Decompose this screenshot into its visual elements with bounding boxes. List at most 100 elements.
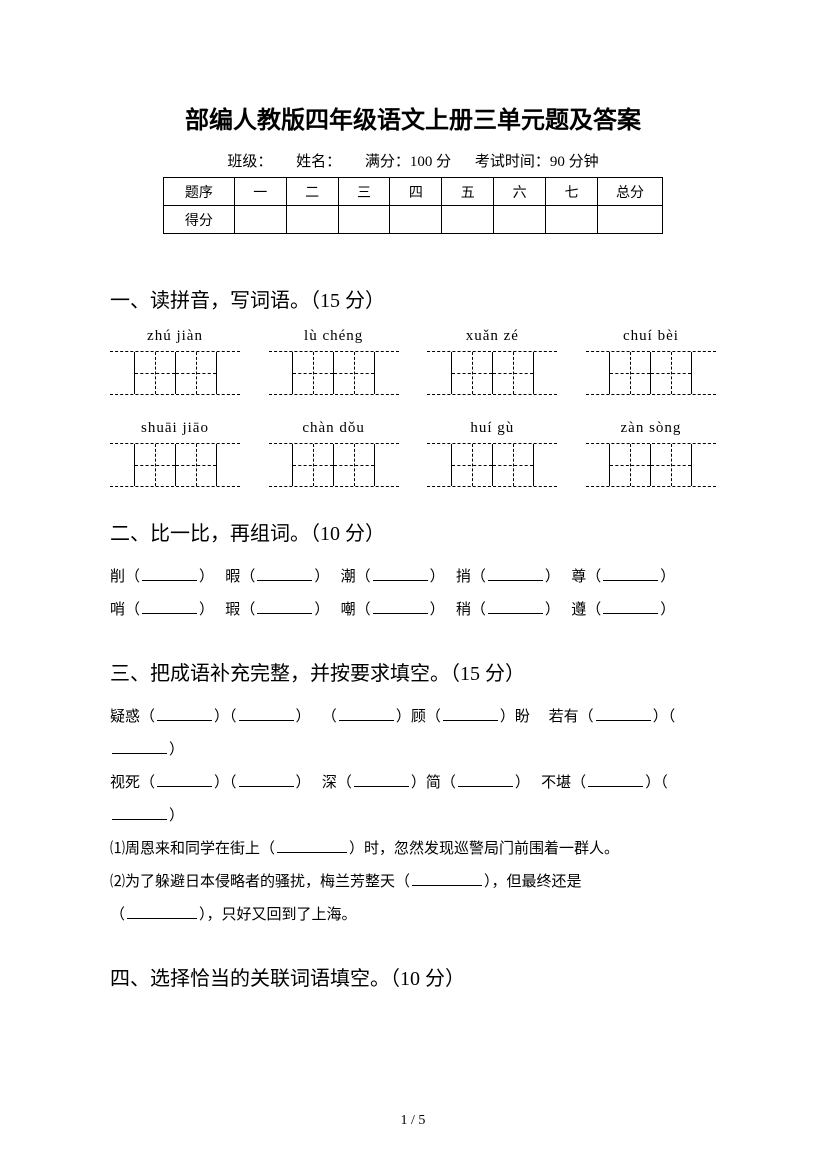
fill-blank[interactable] xyxy=(112,805,167,820)
fill-blank[interactable] xyxy=(239,772,294,787)
tian-cell[interactable] xyxy=(333,444,375,486)
fill-blank[interactable] xyxy=(354,772,409,787)
tian-cell[interactable] xyxy=(451,444,493,486)
sentence-part: （ xyxy=(110,907,125,923)
row-label: 得分 xyxy=(164,206,235,234)
pinyin-item: lù chéng xyxy=(269,328,399,395)
total-head: 总分 xyxy=(598,178,663,206)
sentence-part: ⑵为了躲避日本侵略者的骚扰，梅兰芳整天（ xyxy=(110,874,410,890)
pinyin-text: zàn sòng xyxy=(586,420,716,437)
pinyin-text: lù chéng xyxy=(269,328,399,345)
char: 暇 xyxy=(225,569,240,585)
tian-cell[interactable] xyxy=(650,352,692,394)
name-label: 姓名： xyxy=(296,150,341,171)
fill-blank[interactable] xyxy=(603,566,658,581)
pinyin-item: xuǎn zé xyxy=(427,328,557,395)
fill-blank[interactable] xyxy=(488,599,543,614)
score-cell[interactable] xyxy=(338,206,390,234)
score-cell[interactable] xyxy=(234,206,286,234)
section1-heading: 一、读拼音，写词语。（15 分） xyxy=(110,284,716,313)
fill-blank[interactable] xyxy=(373,599,428,614)
pinyin-item: chàn dǒu xyxy=(269,420,399,487)
fill-blank[interactable] xyxy=(488,566,543,581)
tian-cell[interactable] xyxy=(609,352,651,394)
idiom-part: 视死 xyxy=(110,775,140,791)
fill-blank[interactable] xyxy=(412,871,482,886)
fill-blank[interactable] xyxy=(277,838,347,853)
score-cell[interactable] xyxy=(442,206,494,234)
section4-heading: 四、选择恰当的关联词语填空。（10 分） xyxy=(110,962,716,991)
fill-blank[interactable] xyxy=(142,566,197,581)
tian-cell[interactable] xyxy=(175,352,217,394)
section3-heading: 三、把成语补充完整，并按要求填空。（15 分） xyxy=(110,657,716,686)
idiom-part: 深 xyxy=(322,775,337,791)
pinyin-text: huí gù xyxy=(427,420,557,437)
score-cell[interactable] xyxy=(390,206,442,234)
score-cell[interactable] xyxy=(494,206,546,234)
char: 瑕 xyxy=(225,602,240,618)
idiom-part: 盼 xyxy=(515,709,530,725)
fill-blank[interactable] xyxy=(373,566,428,581)
fill-blank[interactable] xyxy=(157,772,212,787)
score-cell[interactable] xyxy=(598,206,663,234)
pinyin-text: shuāi jiāo xyxy=(110,420,240,437)
col-head: 四 xyxy=(390,178,442,206)
fill-blank[interactable] xyxy=(339,706,394,721)
tian-cell[interactable] xyxy=(333,352,375,394)
char: 捎 xyxy=(456,569,471,585)
col-head: 七 xyxy=(546,178,598,206)
pinyin-text: zhú jiàn xyxy=(110,328,240,345)
table-row: 得分 xyxy=(164,206,663,234)
pinyin-item: zhú jiàn xyxy=(110,328,240,395)
section3-body: 疑惑（）（） （）顾（）盼 若有（）（） 视死（）（） 深（）简（） 不堪（）（… xyxy=(110,701,716,932)
tian-cell[interactable] xyxy=(134,352,176,394)
fill-blank[interactable] xyxy=(112,739,167,754)
tian-cell[interactable] xyxy=(292,444,334,486)
idiom-part: 顾 xyxy=(411,709,426,725)
tian-cell[interactable] xyxy=(650,444,692,486)
pinyin-item: chuí bèi xyxy=(586,328,716,395)
info-row: 班级： 姓名： 满分：100 分 考试时间：90 分钟 xyxy=(110,150,716,171)
tian-cell[interactable] xyxy=(175,444,217,486)
char: 削 xyxy=(110,569,125,585)
sentence-part: ⑴周恩来和同学在街上（ xyxy=(110,841,275,857)
sentence-part: ），只好又回到了上海。 xyxy=(199,907,357,923)
idiom-part: 若有 xyxy=(549,709,579,725)
pinyin-item: zàn sòng xyxy=(586,420,716,487)
char: 尊 xyxy=(571,569,586,585)
idiom-part: 疑惑 xyxy=(110,709,140,725)
section2-body: 削（） 暇（） 潮（） 捎（） 尊（） 哨（） 瑕（） 嘲（） 稍（） 遵（） xyxy=(110,561,716,627)
row-label: 题序 xyxy=(164,178,235,206)
pinyin-text: xuǎn zé xyxy=(427,328,557,345)
tian-cell[interactable] xyxy=(451,352,493,394)
char: 遵 xyxy=(571,602,586,618)
fill-blank[interactable] xyxy=(257,599,312,614)
pinyin-item: shuāi jiāo xyxy=(110,420,240,487)
tian-cell[interactable] xyxy=(492,352,534,394)
fill-blank[interactable] xyxy=(257,566,312,581)
pinyin-text: chàn dǒu xyxy=(269,420,399,437)
fill-blank[interactable] xyxy=(596,706,651,721)
full-score: 满分：100 分 xyxy=(365,150,451,171)
tian-cell[interactable] xyxy=(292,352,334,394)
fill-blank[interactable] xyxy=(239,706,294,721)
tian-cell[interactable] xyxy=(492,444,534,486)
tian-cell[interactable] xyxy=(609,444,651,486)
fill-blank[interactable] xyxy=(127,904,197,919)
char: 稍 xyxy=(456,602,471,618)
tian-cell[interactable] xyxy=(134,444,176,486)
fill-blank[interactable] xyxy=(588,772,643,787)
col-head: 二 xyxy=(286,178,338,206)
class-label: 班级： xyxy=(227,150,272,171)
fill-blank[interactable] xyxy=(142,599,197,614)
char: 嘲 xyxy=(341,602,356,618)
fill-blank[interactable] xyxy=(443,706,498,721)
fill-blank[interactable] xyxy=(603,599,658,614)
score-cell[interactable] xyxy=(286,206,338,234)
score-cell[interactable] xyxy=(546,206,598,234)
fill-blank[interactable] xyxy=(458,772,513,787)
table-row: 题序 一 二 三 四 五 六 七 总分 xyxy=(164,178,663,206)
fill-blank[interactable] xyxy=(157,706,212,721)
idiom-part: 简 xyxy=(426,775,441,791)
sentence-part: ）时，忽然发现巡警局门前围着一群人。 xyxy=(349,841,619,857)
